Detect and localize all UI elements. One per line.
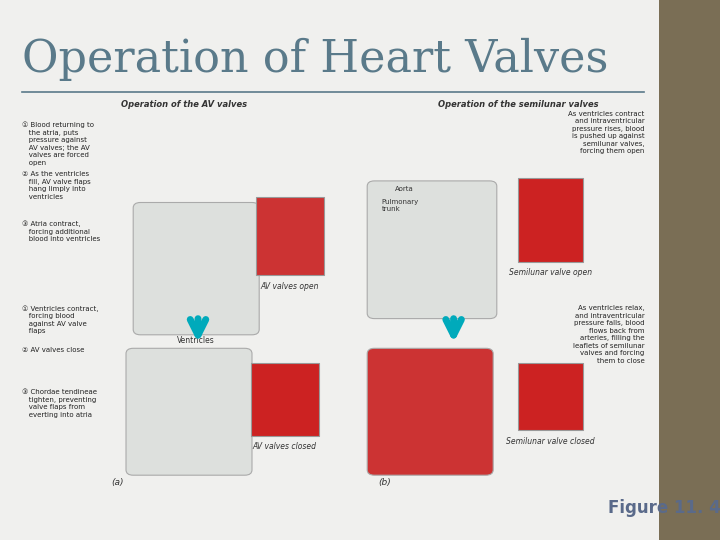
Text: (b): (b) [378, 478, 391, 487]
FancyBboxPatch shape [251, 363, 319, 436]
FancyBboxPatch shape [367, 181, 497, 319]
Text: Pulmonary
trunk: Pulmonary trunk [382, 199, 419, 212]
Text: AV valves open: AV valves open [261, 282, 319, 291]
Text: Operation of the AV valves: Operation of the AV valves [120, 100, 247, 109]
Text: Aorta: Aorta [395, 186, 413, 192]
Text: Semilunar valve closed: Semilunar valve closed [506, 437, 595, 446]
Text: ③ Atria contract,
   forcing additional
   blood into ventricles: ③ Atria contract, forcing additional blo… [22, 221, 100, 242]
Text: ② AV valves close: ② AV valves close [22, 347, 84, 353]
Text: Operation of the semilunar valves: Operation of the semilunar valves [438, 100, 599, 109]
Text: AV valves closed: AV valves closed [253, 442, 317, 451]
FancyBboxPatch shape [518, 178, 583, 262]
Text: Operation of Heart Valves: Operation of Heart Valves [22, 38, 608, 81]
Text: ① Blood returning to
   the atria, puts
   pressure against
   AV valves; the AV: ① Blood returning to the atria, puts pre… [22, 122, 94, 166]
FancyBboxPatch shape [659, 0, 720, 540]
Text: ① Ventricles contract,
   forcing blood
   against AV valve
   flaps: ① Ventricles contract, forcing blood aga… [22, 305, 98, 334]
Text: ③ Chordae tendineae
   tighten, preventing
   valve flaps from
   everting into : ③ Chordae tendineae tighten, preventing … [22, 389, 96, 418]
FancyBboxPatch shape [126, 348, 252, 475]
Text: As ventricles relax,
and intraventricular
pressure falls, blood
flows back from
: As ventricles relax, and intraventricula… [573, 305, 644, 363]
Text: Figure 11. 4: Figure 11. 4 [608, 500, 720, 517]
Text: Semilunar valve open: Semilunar valve open [509, 268, 593, 278]
Text: (a): (a) [112, 478, 124, 487]
Text: Ventricles: Ventricles [177, 336, 215, 345]
FancyBboxPatch shape [367, 348, 493, 475]
FancyBboxPatch shape [256, 197, 324, 275]
FancyBboxPatch shape [133, 202, 259, 335]
FancyBboxPatch shape [518, 363, 583, 430]
Text: As ventricles contract
and intraventricular
pressure rises, blood
is pushed up a: As ventricles contract and intraventricu… [568, 111, 644, 154]
Text: ② As the ventricles
   fill, AV valve flaps
   hang limply into
   ventricles: ② As the ventricles fill, AV valve flaps… [22, 171, 90, 200]
